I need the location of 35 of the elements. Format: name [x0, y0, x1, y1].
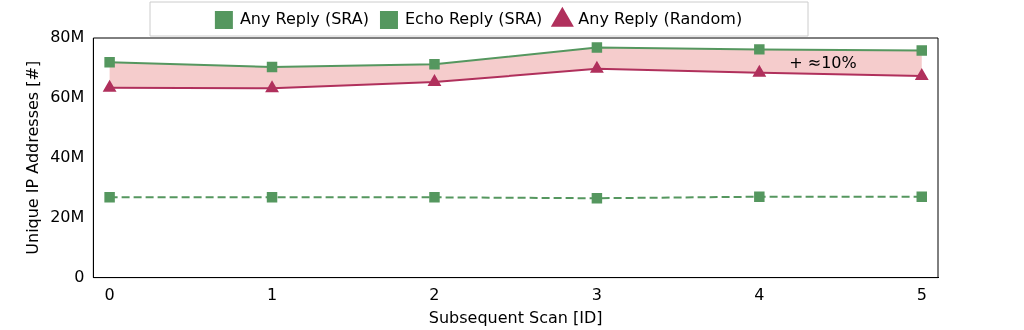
point — [915, 69, 928, 81]
y-tick-label: 0 — [74, 266, 85, 286]
legend-label: Any Reply (SRA) — [239, 9, 369, 29]
x-axis-title: Subsequent Scan [ID] — [428, 307, 603, 327]
point — [916, 45, 927, 56]
point — [754, 44, 765, 55]
x-tick-label: 2 — [429, 285, 440, 305]
point — [590, 61, 604, 73]
point — [266, 192, 278, 203]
point — [429, 59, 440, 70]
point — [428, 75, 441, 87]
y-axis-title: Unique IP Addresses [#] — [22, 60, 42, 255]
x-tick-label: 3 — [591, 285, 602, 305]
point — [754, 191, 765, 202]
y-tick-label: 60M — [50, 87, 85, 107]
point — [591, 192, 603, 204]
point — [265, 81, 279, 93]
point — [429, 192, 440, 203]
y-tick-label: 40M — [50, 146, 85, 166]
point — [753, 65, 766, 77]
point — [103, 80, 116, 92]
x-tick-label: 1 — [266, 285, 278, 305]
point — [591, 42, 603, 53]
x-tick-label: 4 — [754, 285, 765, 305]
y-tick-label: 20M — [50, 206, 85, 226]
point — [916, 191, 927, 202]
x-tick-label: 0 — [104, 285, 115, 305]
point — [104, 57, 115, 68]
annotation: + ≈10% — [789, 53, 857, 73]
legend-label: Any Reply (Random) — [578, 9, 743, 29]
legend-label: Echo Reply (SRA) — [404, 9, 543, 29]
x-tick-label: 5 — [916, 285, 927, 305]
point — [266, 61, 278, 73]
y-tick-label: 80M — [50, 27, 85, 47]
point — [104, 192, 115, 203]
